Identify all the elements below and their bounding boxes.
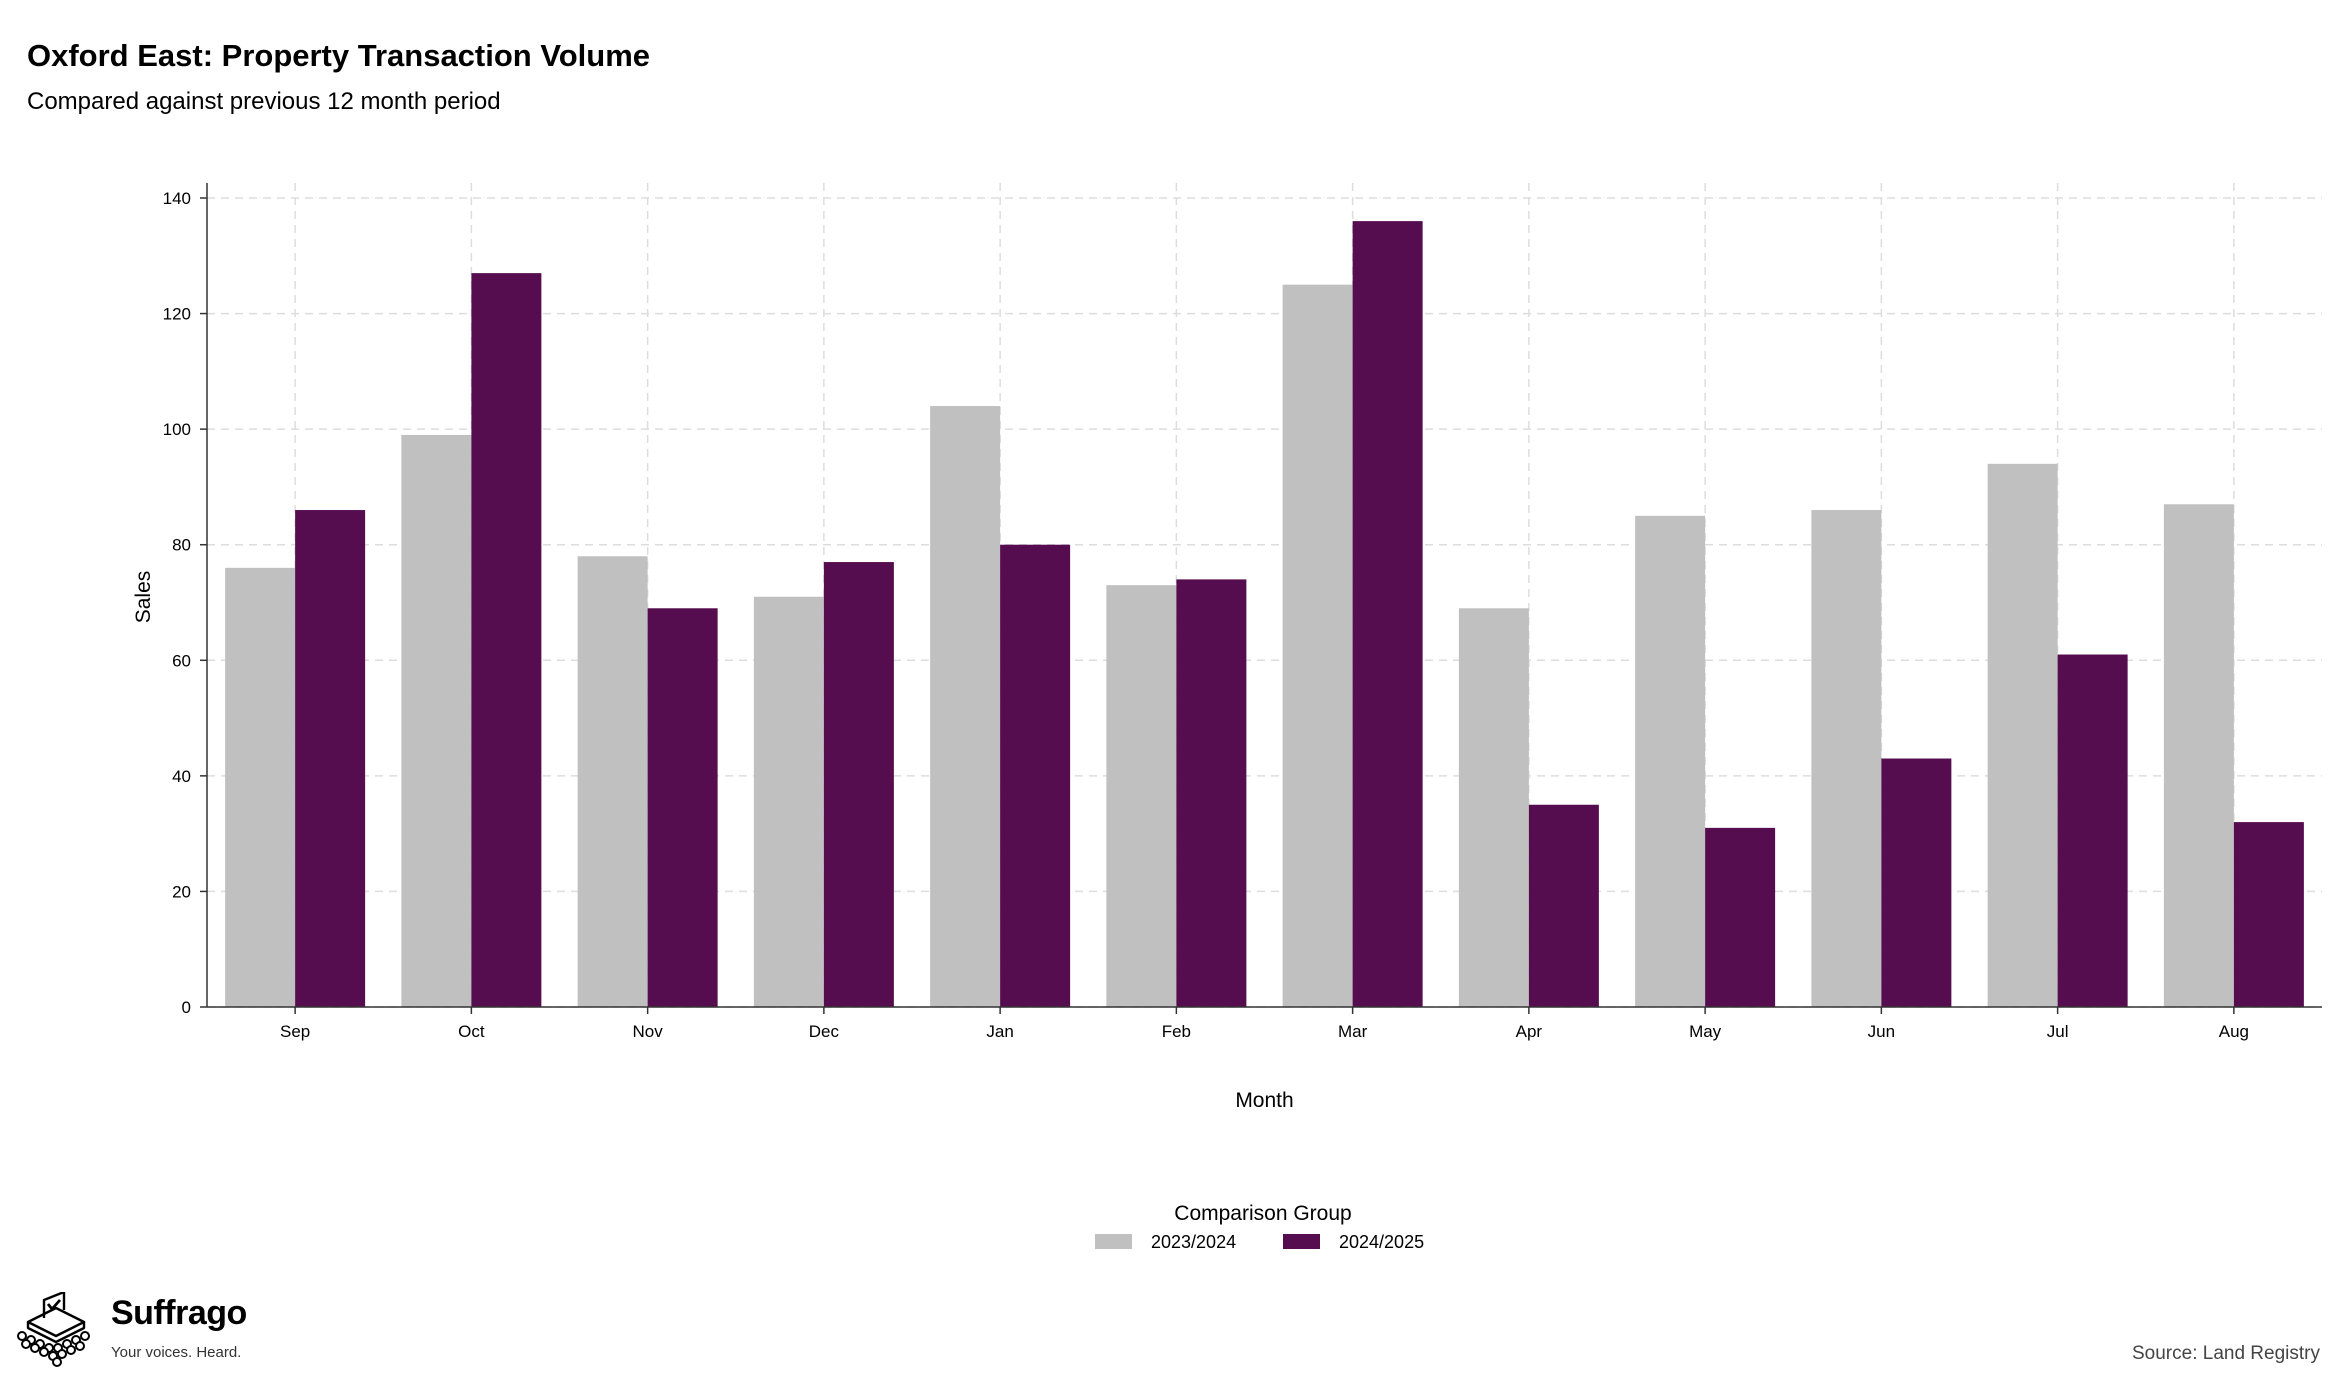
x-tick-label: Dec [809, 1022, 840, 1041]
y-tick-label: 20 [172, 882, 191, 901]
bar-2023-2024-dec [753, 596, 824, 1007]
bar-2023-2024-mar [1282, 284, 1353, 1007]
bar-2023-2024-jan [930, 406, 1001, 1007]
y-tick-label: 120 [163, 305, 191, 324]
y-tick-label: 100 [163, 420, 191, 439]
bar-2024-2025-dec [823, 562, 894, 1007]
x-tick-label: Nov [633, 1022, 664, 1041]
legend-label: 2023/2024 [1151, 1232, 1236, 1252]
x-tick-label: Apr [1516, 1022, 1543, 1041]
legend-swatch [1283, 1234, 1320, 1249]
chart-title: Oxford East: Property Transaction Volume [27, 38, 651, 73]
bar-2024-2025-apr [1528, 804, 1599, 1007]
bar-2024-2025-jul [2057, 654, 2128, 1007]
x-tick-label: Feb [1162, 1022, 1191, 1041]
source-note: Source: Land Registry [2132, 1343, 2320, 1364]
bar-2024-2025-oct [471, 273, 542, 1007]
brand-name: Suffrago [111, 1294, 247, 1332]
brand-tagline: Your voices. Heard. [111, 1344, 242, 1361]
brand-logo: Suffrago Your voices. Heard. [14, 1292, 274, 1372]
bar-2023-2024-nov [577, 556, 648, 1007]
bar-2024-2025-mar [1352, 221, 1423, 1008]
bar-2023-2024-oct [401, 434, 472, 1008]
bar-2023-2024-sep [225, 567, 296, 1007]
y-axis-title: Sales [132, 571, 155, 624]
bar-2024-2025-feb [1176, 579, 1247, 1007]
bar-chart: 0 20 40 60 80 100 120 140 Sep Oct Nov Dec Jan Feb Mar A… [132, 183, 2322, 1252]
bar-2023-2024-jun [1811, 510, 1882, 1007]
bar-2024-2025-jan [1000, 544, 1071, 1007]
x-axis-title: Month [1235, 1089, 1293, 1112]
y-tick-label: 40 [172, 767, 191, 786]
bar-2023-2024-apr [1458, 608, 1529, 1007]
x-tick-label: Jul [2047, 1022, 2069, 1041]
x-tick-label: Oct [458, 1022, 485, 1041]
bar-2024-2025-may [1705, 827, 1776, 1007]
legend-swatch [1095, 1234, 1132, 1249]
x-tick-label: Mar [1338, 1022, 1368, 1041]
x-tick-label: Jan [986, 1022, 1013, 1041]
bar-2024-2025-aug [2233, 822, 2304, 1007]
y-tick-label: 0 [182, 998, 191, 1017]
x-tick-label: Sep [280, 1022, 310, 1041]
legend-label: 2024/2025 [1339, 1232, 1424, 1252]
bar-2023-2024-may [1635, 515, 1706, 1007]
x-tick-label: May [1689, 1022, 1722, 1041]
x-tick-label: Jun [1868, 1022, 1895, 1041]
y-tick-label: 80 [172, 536, 191, 555]
bar-2023-2024-jul [1987, 463, 2058, 1007]
x-tick-label: Aug [2219, 1022, 2249, 1041]
y-tick-label: 140 [163, 189, 191, 208]
legend-title: Comparison Group [1174, 1202, 1351, 1225]
bar-2024-2025-sep [295, 510, 366, 1007]
y-tick-label: 60 [172, 651, 191, 670]
bar-2024-2025-jun [1881, 758, 1952, 1007]
bar-2024-2025-nov [647, 608, 718, 1007]
bar-2023-2024-aug [2163, 504, 2234, 1007]
bar-2023-2024-feb [1106, 585, 1177, 1007]
chart-subtitle: Compared against previous 12 month perio… [27, 88, 501, 115]
ballot-box-icon [17, 1292, 90, 1367]
